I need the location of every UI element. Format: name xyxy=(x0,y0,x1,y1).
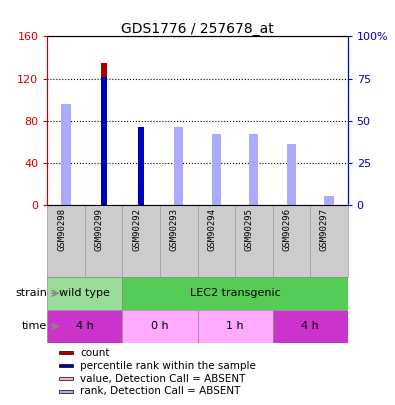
Text: GSM90295: GSM90295 xyxy=(245,208,254,251)
Text: strain: strain xyxy=(15,288,47,298)
Bar xyxy=(59,364,73,367)
Text: 4 h: 4 h xyxy=(76,321,94,331)
Bar xyxy=(160,205,198,277)
Text: GDS1776 / 257678_at: GDS1776 / 257678_at xyxy=(121,22,274,36)
Text: GSM90294: GSM90294 xyxy=(207,208,216,251)
Bar xyxy=(174,133,183,205)
Bar xyxy=(85,205,122,277)
Text: wild type: wild type xyxy=(60,288,110,298)
Text: count: count xyxy=(81,347,110,358)
Bar xyxy=(138,147,144,205)
Text: GSM90292: GSM90292 xyxy=(132,208,141,251)
Bar xyxy=(138,127,144,205)
Text: LEC2 transgenic: LEC2 transgenic xyxy=(190,288,280,298)
Text: time: time xyxy=(22,321,47,331)
Bar xyxy=(198,310,273,343)
Bar xyxy=(59,377,73,380)
Text: value, Detection Call = ABSENT: value, Detection Call = ABSENT xyxy=(81,373,246,384)
Text: GSM90299: GSM90299 xyxy=(95,208,103,251)
Bar xyxy=(174,127,183,205)
Bar xyxy=(198,205,235,277)
Bar xyxy=(101,77,107,205)
Text: 0 h: 0 h xyxy=(151,321,169,331)
Bar xyxy=(273,205,310,277)
Bar xyxy=(47,310,122,343)
Bar xyxy=(47,205,85,277)
Text: GSM90298: GSM90298 xyxy=(57,208,66,251)
Bar xyxy=(101,63,107,205)
Bar xyxy=(62,112,71,205)
Bar xyxy=(122,205,160,277)
Text: GSM90296: GSM90296 xyxy=(282,208,292,251)
Bar xyxy=(249,155,258,205)
Text: 4 h: 4 h xyxy=(301,321,319,331)
Text: 1 h: 1 h xyxy=(226,321,244,331)
Text: percentile rank within the sample: percentile rank within the sample xyxy=(81,360,256,371)
Bar xyxy=(47,277,122,310)
Bar xyxy=(212,137,221,205)
Bar xyxy=(249,134,258,205)
Bar xyxy=(122,310,198,343)
Bar xyxy=(287,144,296,205)
Bar xyxy=(235,205,273,277)
Bar xyxy=(212,134,221,205)
Text: GSM90297: GSM90297 xyxy=(320,208,329,251)
Text: rank, Detection Call = ABSENT: rank, Detection Call = ABSENT xyxy=(81,386,241,396)
Bar xyxy=(59,351,73,354)
Bar xyxy=(273,310,348,343)
Bar xyxy=(122,277,348,310)
Bar xyxy=(324,196,333,205)
Bar xyxy=(59,390,73,393)
Bar xyxy=(62,104,71,205)
Text: GSM90293: GSM90293 xyxy=(170,208,179,251)
Bar xyxy=(287,171,296,205)
Bar xyxy=(310,205,348,277)
